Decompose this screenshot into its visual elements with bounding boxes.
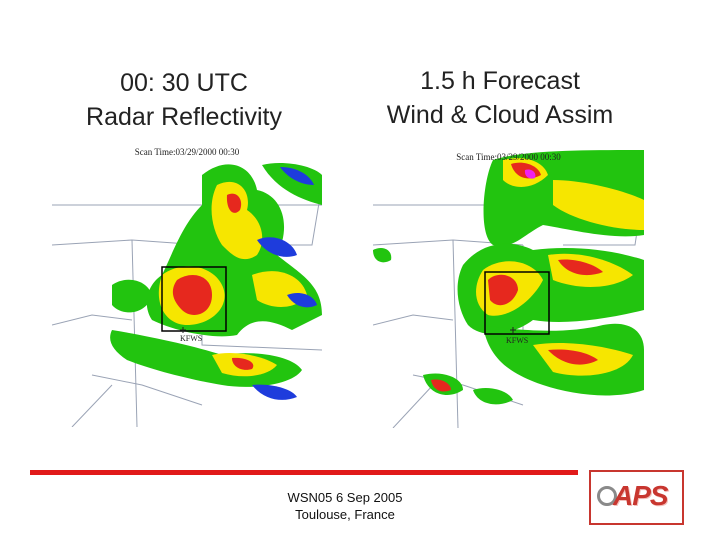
radar-reflectivity-map: Scan Time:03/29/2000 00:30 KFWS	[52, 145, 322, 427]
footer-line1: WSN05 6 Sep 2005	[287, 490, 403, 505]
radar-map-graphic	[52, 163, 322, 427]
right-panel-title: 1.5 h Forecast Wind & Cloud Assim	[355, 64, 645, 132]
caps-logo: APS	[589, 470, 684, 525]
left-title-line1: 00: 30 UTC	[120, 69, 248, 97]
footer-divider	[30, 470, 578, 475]
footer-text: WSN05 6 Sep 2005 Toulouse, France	[255, 489, 435, 523]
left-station-label: KFWS	[180, 334, 203, 343]
forecast-map-graphic	[373, 150, 644, 428]
left-scan-time: Scan Time:03/29/2000 00:30	[134, 147, 240, 157]
right-title-line2: Wind & Cloud Assim	[386, 101, 614, 129]
logo-circle-icon	[597, 486, 617, 506]
logo-text: APS	[613, 480, 669, 511]
right-station-label: KFWS	[506, 336, 529, 345]
left-panel-title: 00: 30 UTC Radar Reflectivity	[60, 66, 308, 134]
left-title-line2: Radar Reflectivity	[86, 103, 282, 131]
right-title-line1: 1.5 h Forecast	[420, 67, 580, 95]
right-scan-time: Scan Time:03/29/2000 00:30	[456, 152, 561, 162]
footer-line2: Toulouse, France	[295, 507, 395, 522]
forecast-map: Scan Time:03/29/2000 00:30 KFWS	[373, 150, 644, 428]
